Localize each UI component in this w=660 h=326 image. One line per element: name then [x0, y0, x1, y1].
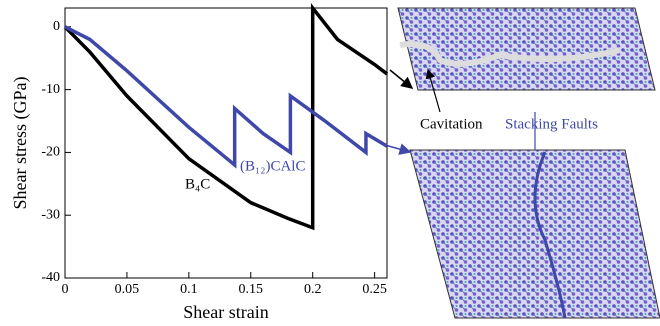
- x-tick-label: 0.05: [115, 282, 140, 297]
- arrow: [385, 145, 410, 152]
- annotation: Stacking Faults: [505, 116, 598, 132]
- series-line: [65, 27, 387, 165]
- x-tick-label: 0.25: [362, 282, 387, 297]
- series-label: (B₁₂)CAlC: [240, 158, 305, 174]
- y-tick-label: -40: [41, 270, 60, 285]
- x-axis-label: Shear strain: [183, 302, 268, 322]
- y-tick-label: 0: [53, 19, 60, 34]
- x-tick-label: 0.1: [180, 282, 198, 297]
- y-tick-label: -30: [41, 207, 60, 222]
- structure-image-bottom: [410, 150, 660, 318]
- y-axis-label: Shear stress (GPa): [10, 77, 31, 210]
- x-tick-label: 0: [62, 282, 69, 297]
- y-tick-label: -10: [41, 82, 60, 97]
- arrow: [390, 70, 412, 88]
- x-tick-label: 0.15: [239, 282, 264, 297]
- x-tick-label: 0.2: [304, 282, 322, 297]
- y-tick-label: -20: [41, 145, 60, 160]
- chart: Cavitation Stacking Faults Shear strain …: [0, 0, 660, 326]
- plot-frame: [65, 8, 387, 278]
- annotation: Cavitation: [420, 116, 483, 132]
- series-line: [65, 8, 387, 228]
- series-label: B₄C: [185, 176, 210, 192]
